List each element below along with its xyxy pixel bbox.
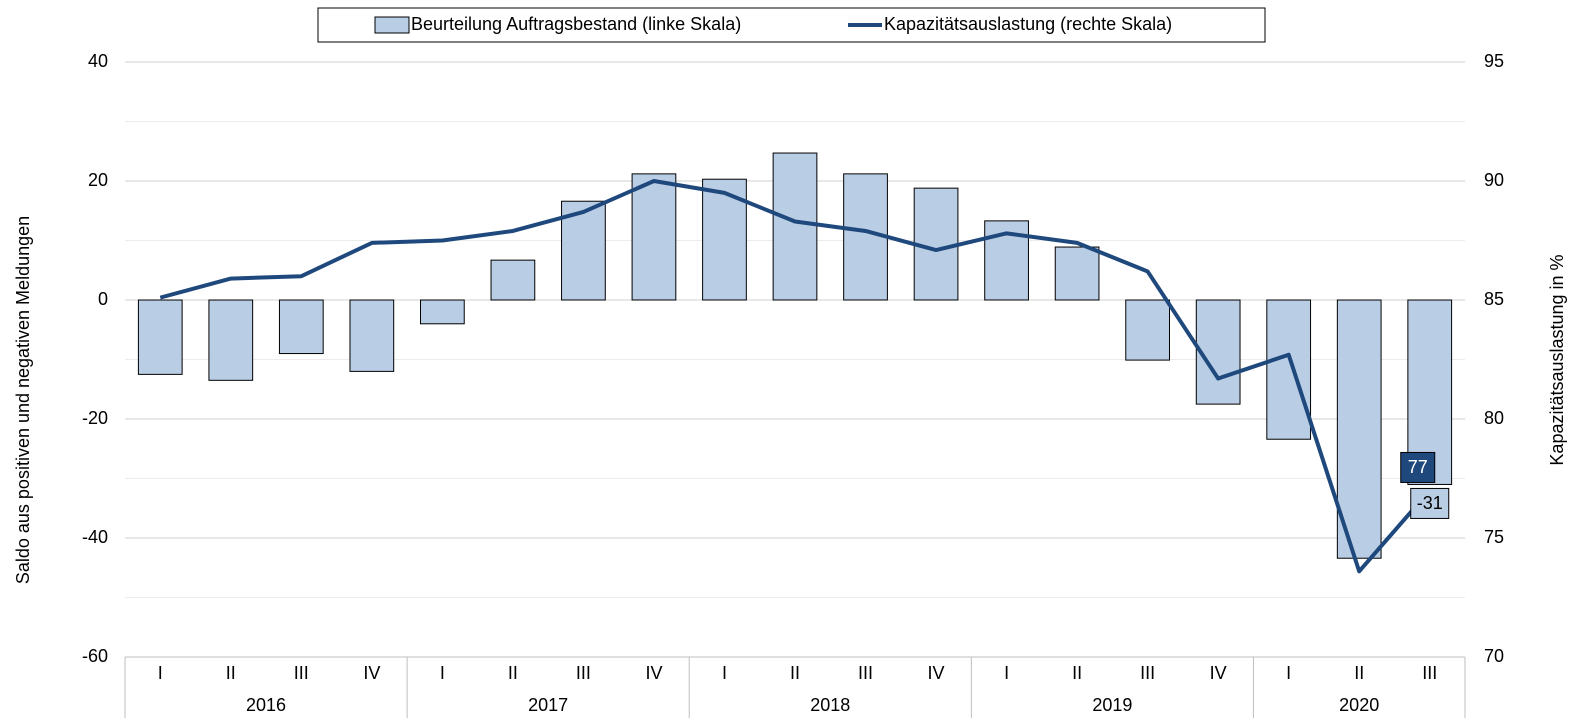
data-label: 77 [1408, 457, 1428, 477]
y-tick-label: -40 [82, 527, 108, 547]
x-tick-label: II [1354, 663, 1364, 683]
x-tick-label: III [576, 663, 591, 683]
x-tick-label: II [508, 663, 518, 683]
y-axis-title: Saldo aus positiven und negativen Meldun… [13, 216, 33, 584]
bar [490, 259, 536, 301]
data-label-box [1400, 451, 1436, 483]
data-label: -31 [1417, 493, 1443, 513]
y2-axis-title: Kapazitätsauslastung in % [1547, 254, 1567, 465]
bar [1266, 299, 1312, 440]
y2-tick-label: 90 [1484, 170, 1504, 190]
x-tick-label: IV [1210, 663, 1227, 683]
x-tick-label: II [790, 663, 800, 683]
bar [137, 299, 183, 375]
x-tick-label: I [1286, 663, 1291, 683]
x-tick-label: III [1140, 663, 1155, 683]
x-group-label: 2017 [528, 695, 568, 715]
y-tick-label: -60 [82, 646, 108, 666]
bar [561, 200, 606, 301]
bar [1054, 246, 1100, 301]
bar [1195, 299, 1241, 405]
bar [1125, 299, 1170, 361]
legend-label: Kapazitätsauslastung (rechte Skala) [884, 14, 1172, 34]
data-label-box [1410, 487, 1450, 519]
bar [1336, 299, 1382, 559]
x-group-label: 2019 [1092, 695, 1132, 715]
x-tick-label: I [722, 663, 727, 683]
bar [278, 299, 324, 355]
legend-swatch [374, 16, 410, 34]
y-tick-label: -20 [82, 408, 108, 428]
y2-tick-label: 80 [1484, 408, 1504, 428]
bar [772, 152, 818, 301]
x-tick-label: II [226, 663, 236, 683]
x-group-label: 2020 [1339, 695, 1379, 715]
line [159, 179, 1432, 574]
x-group-label: 2016 [246, 695, 286, 715]
x-tick-label: II [1072, 663, 1082, 683]
x-tick-label: III [294, 663, 309, 683]
y-tick-label: 0 [98, 289, 108, 309]
x-tick-label: IV [928, 663, 945, 683]
x-group-label: 2018 [810, 695, 850, 715]
y-tick-label: 40 [88, 51, 108, 71]
x-tick-label: I [1004, 663, 1009, 683]
y2-tick-label: 95 [1484, 51, 1504, 71]
x-tick-label: I [158, 663, 163, 683]
x-tick-label: IV [645, 663, 662, 683]
y-tick-label: 20 [88, 170, 108, 190]
y2-tick-label: 75 [1484, 527, 1504, 547]
x-tick-label: I [440, 663, 445, 683]
bar [420, 299, 465, 325]
x-tick-label: III [858, 663, 873, 683]
x-tick-label: III [1422, 663, 1437, 683]
bar [631, 173, 677, 301]
y2-tick-label: 70 [1484, 646, 1504, 666]
bar [349, 299, 395, 372]
bar [208, 299, 254, 381]
legend-label: Beurteilung Auftragsbestand (linke Skala… [411, 14, 741, 34]
y2-tick-label: 85 [1484, 289, 1504, 309]
legend-box [317, 7, 1266, 43]
x-tick-label: IV [363, 663, 380, 683]
